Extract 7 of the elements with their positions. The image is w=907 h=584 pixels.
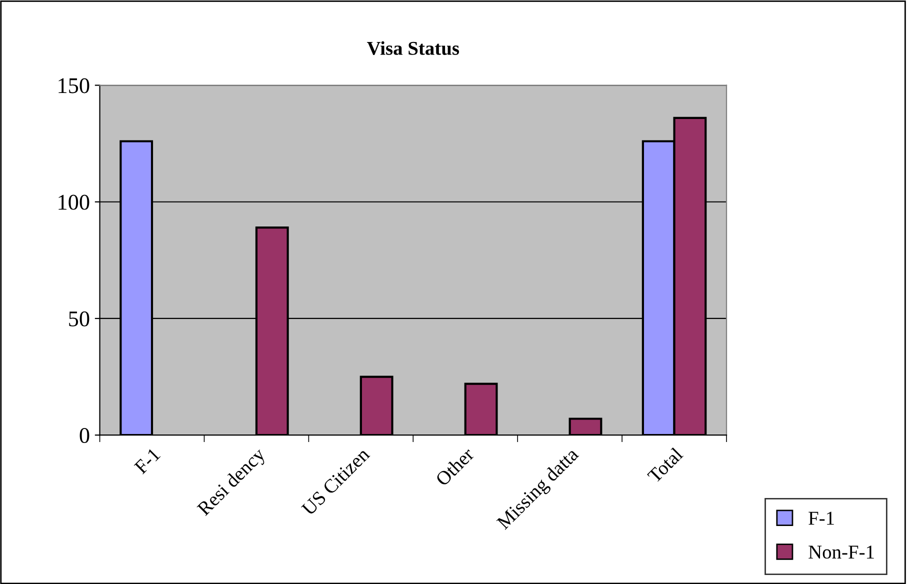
x-tick-label: F-1 [134, 447, 161, 474]
chart-title: Visa Status [366, 41, 460, 56]
y-tick-label: 100 [58, 194, 90, 210]
y-tick-label: 150 [58, 78, 90, 94]
legend-label: Non-F-1 [808, 546, 874, 559]
y-tick-label: 0 [80, 428, 90, 444]
y-tick-label: 50 [69, 311, 90, 326]
